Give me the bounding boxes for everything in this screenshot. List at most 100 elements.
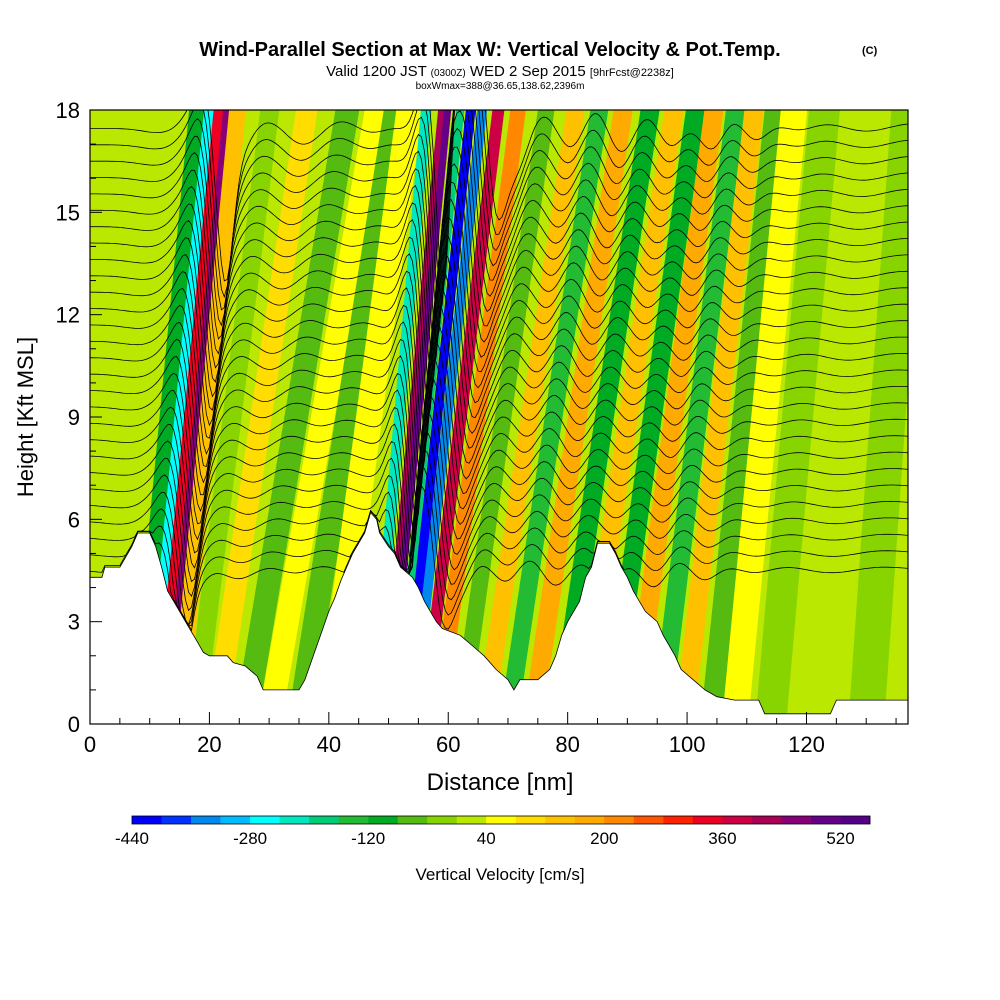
y-tick-label-4: 12 bbox=[56, 303, 80, 328]
colorbar-tick-label-5: 360 bbox=[708, 829, 736, 848]
theta-contour-2 bbox=[90, 449, 908, 626]
colorbar-swatch-21 bbox=[751, 816, 782, 824]
velocity-band-27 bbox=[623, 110, 724, 724]
colorbar-swatch-2 bbox=[191, 816, 221, 824]
colorbar: -440 -280 -120 40 200 360 520 bbox=[115, 815, 871, 848]
colorbar-tick-label-0: -440 bbox=[115, 829, 149, 848]
velocity-band-11 bbox=[315, 110, 423, 724]
y-axis-label: Height [Kft MSL] bbox=[13, 337, 38, 497]
y-tick-label-1: 3 bbox=[68, 610, 80, 635]
colorbar-swatch-23 bbox=[811, 816, 841, 824]
colorbar-swatch-12 bbox=[486, 816, 516, 824]
theta-contour-25 bbox=[90, 110, 908, 314]
x-tick-label-2: 40 bbox=[317, 732, 341, 757]
colorbar-tick-label-4: 200 bbox=[590, 829, 618, 848]
theta-contour-11 bbox=[90, 288, 908, 512]
subtitle-forecast: [9hrFcst@2238z] bbox=[590, 67, 674, 79]
x-tick-label-6: 120 bbox=[788, 732, 825, 757]
theta-contour-9 bbox=[90, 324, 908, 541]
colorbar-swatch-0 bbox=[132, 816, 162, 824]
plot-area bbox=[90, 110, 908, 724]
colorbar-swatch-7 bbox=[338, 816, 369, 824]
colorbar-swatch-3 bbox=[220, 816, 251, 824]
colorbar-swatch-6 bbox=[309, 816, 339, 824]
colorbar-swatch-4 bbox=[250, 816, 280, 824]
colorbar-swatch-8 bbox=[368, 816, 398, 824]
colorbar-swatch-18 bbox=[663, 816, 694, 824]
velocity-band-33 bbox=[800, 110, 885, 724]
colorbar-swatch-11 bbox=[456, 816, 487, 824]
subtitle-date: WED 2 Sep 2015 bbox=[470, 63, 586, 80]
colorbar-swatch-22 bbox=[781, 816, 812, 824]
velocity-band-34 bbox=[848, 110, 908, 724]
theta-contour-17 bbox=[90, 181, 908, 427]
colorbar-tick-label-2: -120 bbox=[351, 829, 385, 848]
box-info: boxWmax=388@36.65,138.62,2396m bbox=[416, 81, 585, 92]
y-tick-label-5: 15 bbox=[56, 200, 80, 225]
velocity-band-28 bbox=[650, 110, 745, 724]
chart-title-units: (C) bbox=[862, 45, 878, 57]
colorbar-swatch-9 bbox=[397, 816, 428, 824]
axes: 0 20 40 60 80 100 120 0 3 6 9 12 15 18 bbox=[56, 98, 897, 757]
colorbar-swatch-10 bbox=[427, 816, 457, 824]
theta-contour-15 bbox=[90, 216, 908, 455]
theta-contour-8 bbox=[90, 341, 908, 554]
theta-contour-6 bbox=[90, 378, 908, 583]
x-tick-label-0: 0 bbox=[84, 732, 96, 757]
theta-contour-16 bbox=[90, 199, 908, 439]
y-tick-label-3: 9 bbox=[68, 405, 80, 430]
velocity-band-21 bbox=[475, 110, 585, 724]
velocity-band-16 bbox=[399, 110, 476, 724]
theta-contour-12 bbox=[90, 270, 908, 496]
colorbar-label: Vertical Velocity [cm/s] bbox=[415, 865, 584, 884]
theta-contour-18 bbox=[90, 163, 908, 411]
colorbar-swatch-5 bbox=[279, 816, 310, 824]
x-tick-label-4: 80 bbox=[555, 732, 579, 757]
colorbar-swatch-17 bbox=[633, 816, 664, 824]
colorbar-tick-label-1: -280 bbox=[233, 829, 267, 848]
colorbar-swatch-14 bbox=[545, 816, 576, 824]
colorbar-swatch-15 bbox=[574, 816, 605, 824]
velocity-band-3 bbox=[154, 110, 226, 724]
velocity-band-6 bbox=[184, 110, 280, 724]
theta-contour-26 bbox=[90, 110, 908, 301]
subtitle-utc: (0300Z) bbox=[431, 68, 466, 79]
terrain-mask bbox=[90, 511, 908, 724]
theta-contours bbox=[90, 110, 908, 632]
velocity-band-9 bbox=[257, 110, 389, 724]
velocity-band-7 bbox=[204, 110, 318, 724]
velocity-band-26 bbox=[599, 110, 705, 724]
colorbar-swatch-24 bbox=[840, 816, 871, 824]
theta-contour-7 bbox=[90, 359, 908, 569]
theta-contour-10 bbox=[90, 305, 908, 525]
colorbar-swatch-19 bbox=[692, 816, 723, 824]
y-tick-label-2: 6 bbox=[68, 507, 80, 532]
x-tick-label-1: 20 bbox=[197, 732, 221, 757]
colorbar-tick-label-3: 40 bbox=[477, 829, 496, 848]
velocity-band-22 bbox=[499, 110, 609, 724]
velocity-band-29 bbox=[674, 110, 764, 724]
y-tick-label-0: 0 bbox=[68, 712, 80, 737]
x-axis-label: Distance [nm] bbox=[427, 769, 574, 796]
velocity-band-19 bbox=[429, 110, 526, 724]
theta-contour-0 bbox=[90, 485, 908, 632]
y-tick-label-6: 18 bbox=[56, 98, 80, 123]
colorbar-swatch-16 bbox=[604, 816, 635, 824]
colorbar-frame bbox=[131, 815, 871, 825]
velocity-band-17 bbox=[407, 110, 488, 724]
theta-contour-5 bbox=[90, 395, 908, 598]
chart-title: Wind-Parallel Section at Max W: Vertical… bbox=[199, 39, 780, 61]
colorbar-swatch-1 bbox=[161, 816, 192, 824]
chart-subtitle: Valid 1200 JST (0300Z) WED 2 Sep 2015 [9… bbox=[326, 63, 674, 80]
colorbar-swatch-13 bbox=[515, 816, 546, 824]
theta-contour-13 bbox=[90, 252, 908, 484]
theta-contour-19 bbox=[90, 146, 908, 398]
colorbar-swatch-20 bbox=[722, 816, 753, 824]
theta-contour-1 bbox=[90, 468, 908, 627]
velocity-band-30 bbox=[700, 110, 787, 724]
x-tick-label-3: 60 bbox=[436, 732, 460, 757]
theta-contour-14 bbox=[90, 235, 908, 468]
theta-contour-4 bbox=[90, 413, 908, 612]
theta-contour-3 bbox=[90, 431, 908, 626]
